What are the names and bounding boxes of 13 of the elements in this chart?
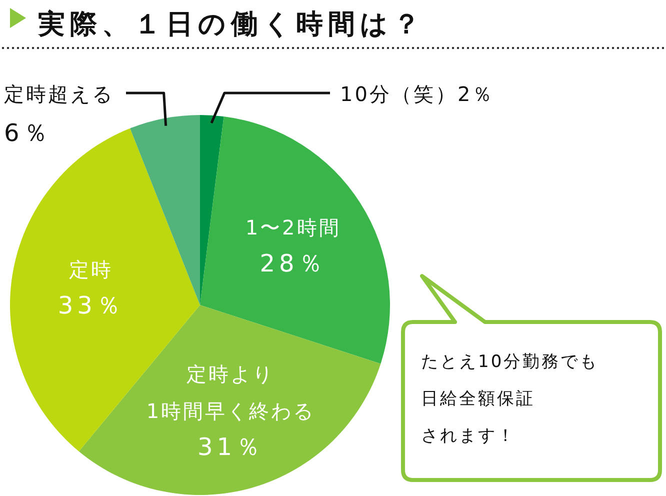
slice-label: 10分（笑）2％: [340, 82, 494, 106]
slice-label: 定時より 1時間早く終わる: [146, 362, 316, 423]
slice-label: 定時超える: [4, 82, 114, 106]
text: 日給全額保証: [421, 389, 535, 409]
data-label: 28％: [260, 249, 326, 278]
text: されます！: [421, 426, 516, 446]
data-label: 6％: [4, 119, 52, 147]
slice-label: 定時: [69, 257, 114, 282]
data-label: 31％: [197, 432, 264, 461]
text: たとえ10分勤務でも: [421, 352, 599, 372]
slice-label: 1〜2時間: [245, 215, 341, 240]
chart-title: 実際、１日の働く時間は？: [37, 9, 425, 40]
data-label: 33％: [58, 291, 124, 320]
